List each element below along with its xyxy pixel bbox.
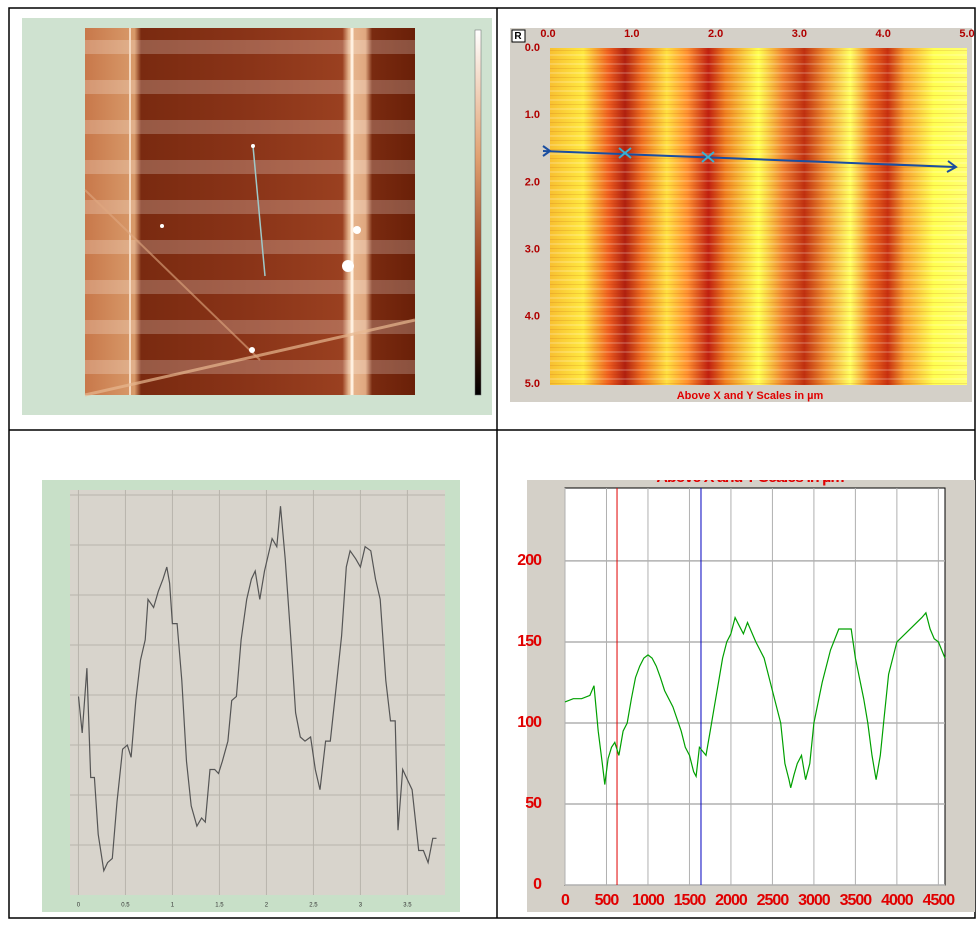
x-tick-label: 2.5 [309,903,318,909]
plot-area [564,487,946,886]
x-axis-label: 2.0 [708,28,723,40]
y-tick-label: 100 [517,714,542,731]
y-axis-label: 3.0 [525,244,540,256]
x-tick-label: 1.5 [215,903,224,909]
x-axis-label: 0.0 [540,28,555,40]
corner-label: R [514,31,522,42]
y-axis-label: 5.0 [525,378,540,390]
x-tick-label: 2000 [715,892,748,909]
y-axis-label: 2.0 [525,176,540,188]
x-axis-label: 4.0 [876,28,891,40]
x-tick-label: 0.5 [121,903,130,909]
plot-area [70,490,445,895]
caption: Above X and Y Scales in µm [656,469,844,486]
x-tick-label: 4000 [881,892,914,909]
x-tick-label: 0 [77,903,81,909]
x-tick-label: 1000 [632,892,665,909]
y-tick-label: 50 [525,795,542,812]
x-tick-label: 2500 [757,892,790,909]
x-tick-label: 4500 [923,892,956,909]
x-tick-label: 0 [561,892,570,909]
x-tick-label: 3500 [840,892,873,909]
x-axis-label: 5.0 [959,28,974,40]
heat-image-panel: R Above X and Y Scales in µm [510,28,972,402]
x-axis-label: 3.0 [792,28,807,40]
data-line [564,611,946,788]
x-tick-label: 3000 [798,892,831,909]
x-axis-label: 1.0 [624,28,639,40]
y-tick-label: 200 [517,552,542,569]
x-tick-label: 2 [265,903,269,909]
afm-image-panel [22,18,492,415]
caption: Above X and Y Scales in µm [677,390,824,402]
x-tick-label: 3 [359,903,363,909]
x-tick-label: 1 [171,903,175,909]
data-line [77,506,437,873]
y-axis-label: 4.0 [525,311,540,323]
y-tick-label: 150 [517,633,542,650]
x-tick-label: 500 [595,892,620,909]
y-axis-label: 1.0 [525,109,540,121]
x-tick-label: 3.5 [403,903,412,909]
table-border [8,7,976,919]
y-tick-label: 0 [533,876,542,893]
y-axis-label: 0.0 [525,42,540,54]
x-tick-label: 1500 [674,892,707,909]
